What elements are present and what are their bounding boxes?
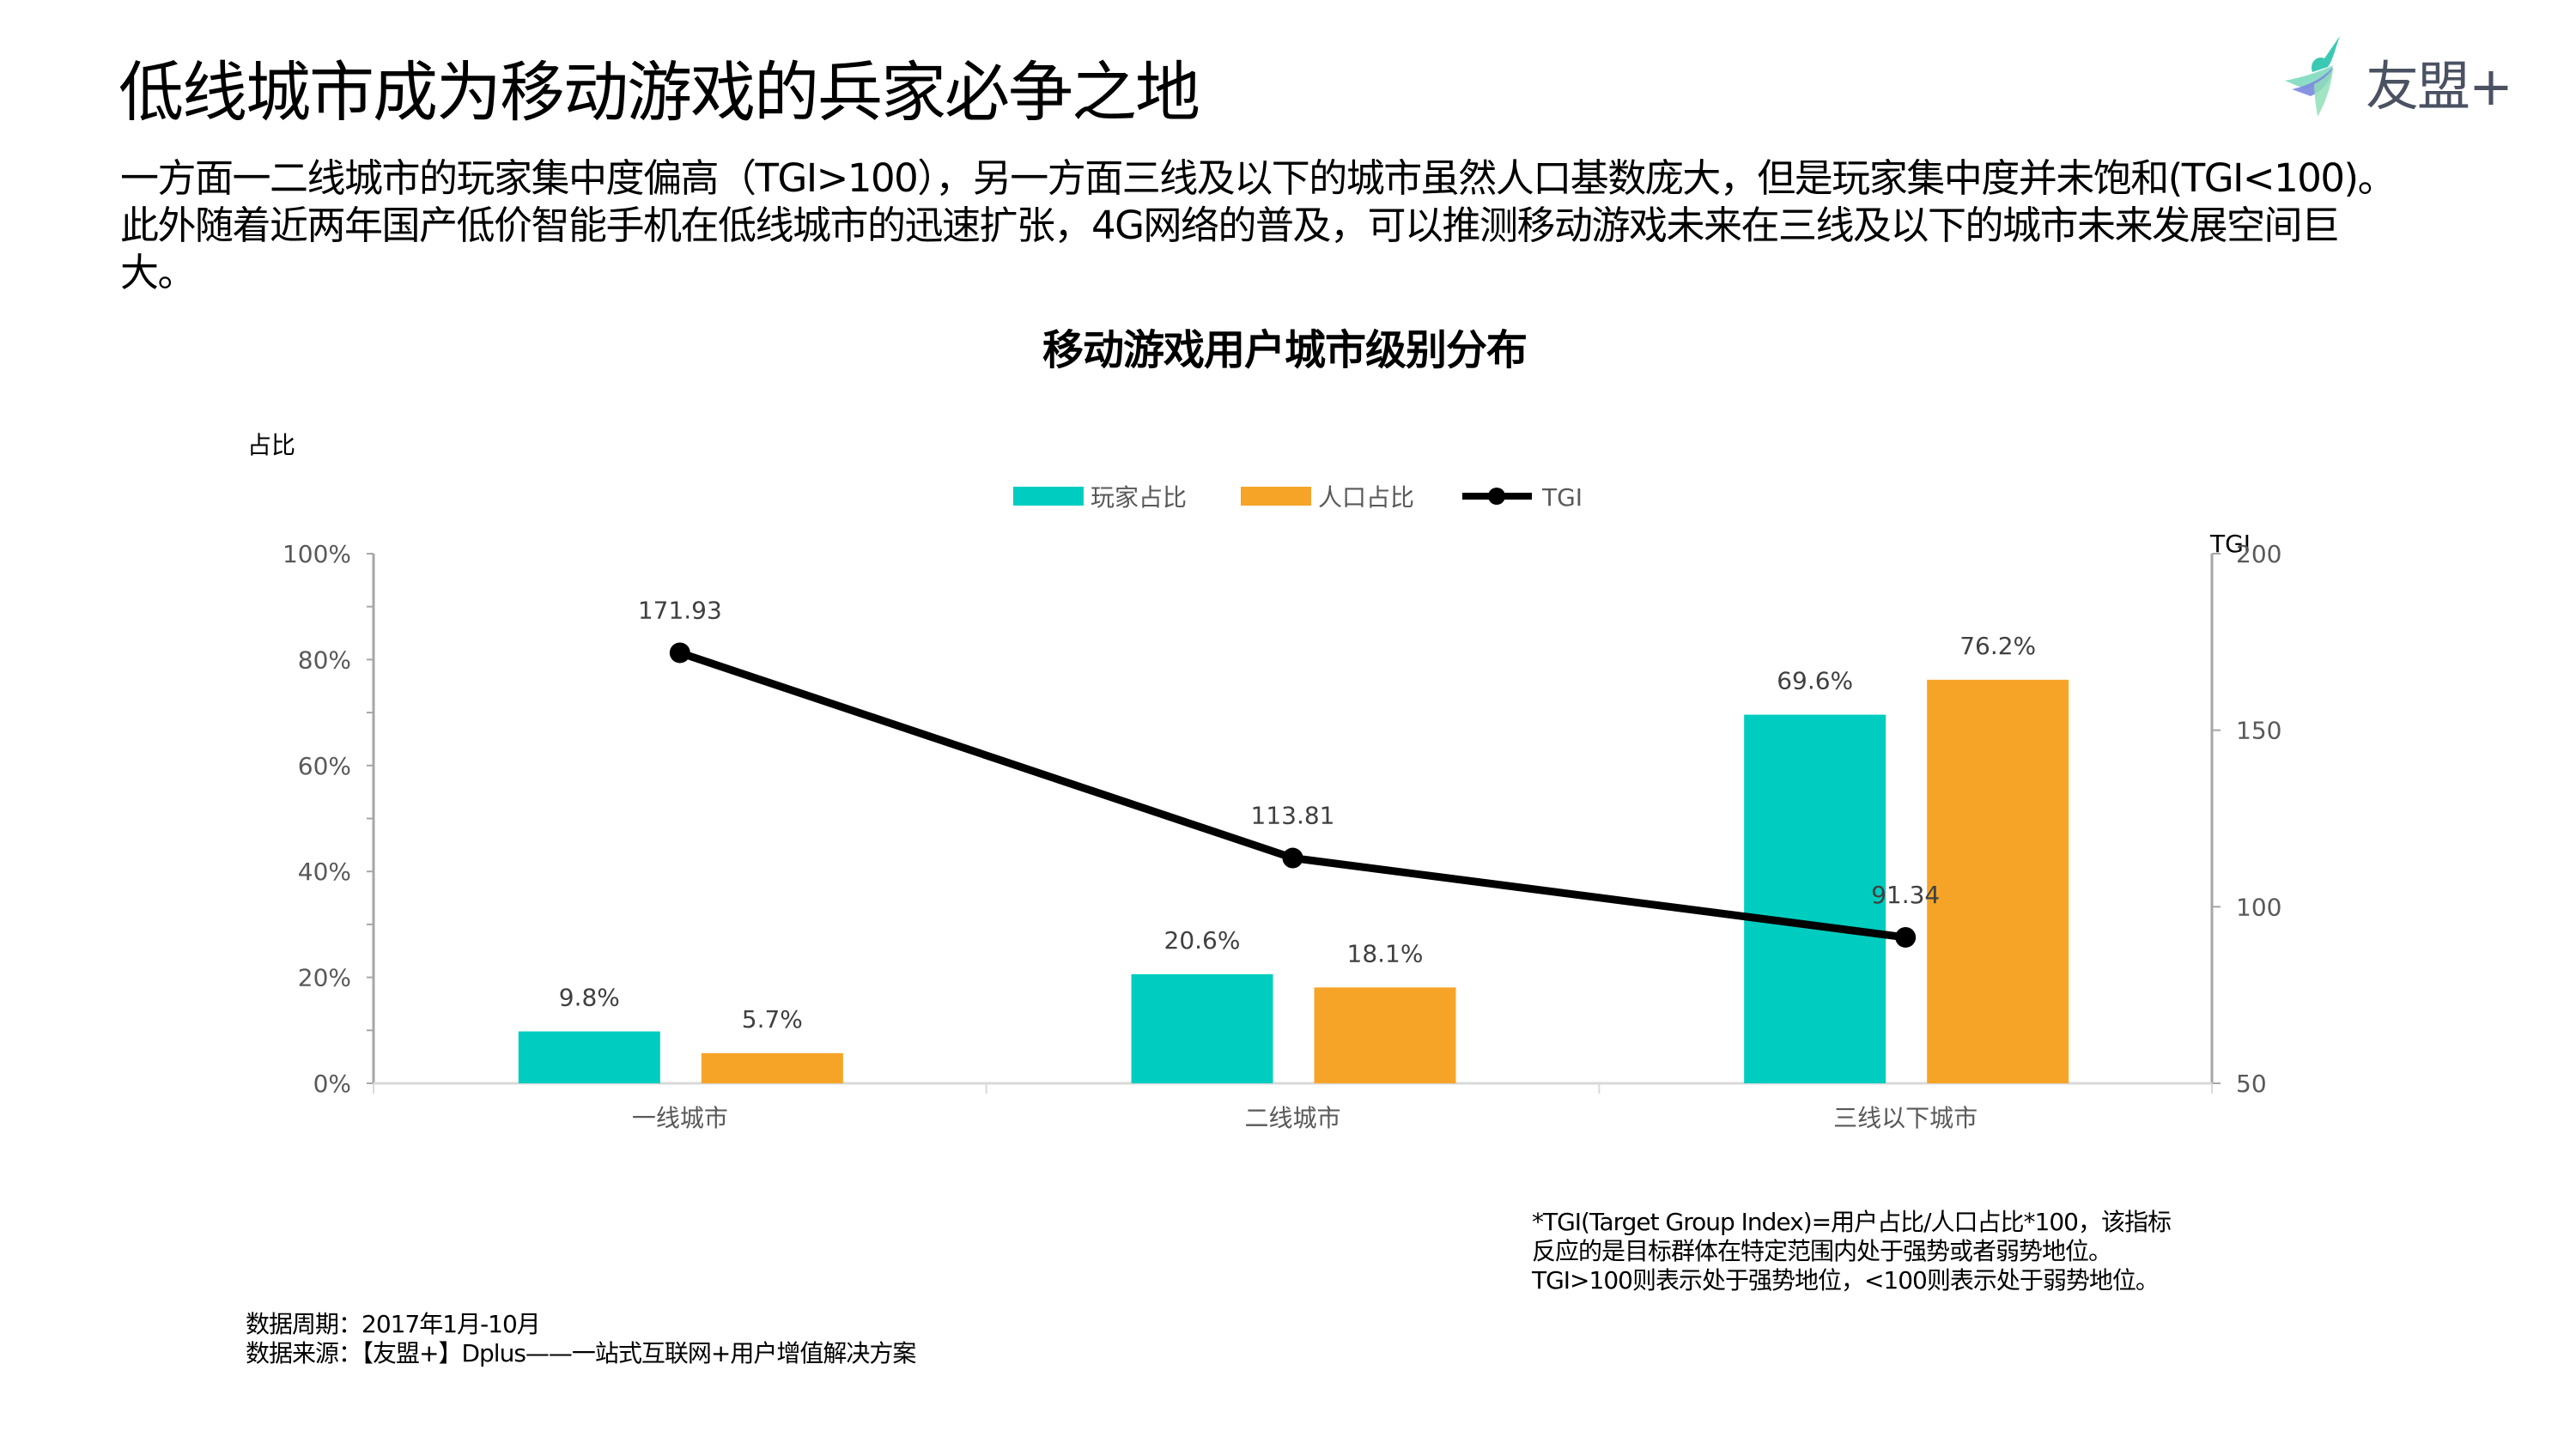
data-label: 76.2% — [1959, 632, 2036, 660]
legend-swatch-population — [1241, 487, 1311, 506]
chart: 占比 TGI 玩家占比 人口占比 TGI 0% 20% 40% 60% 80% 100% 5… — [247, 431, 2282, 1132]
footnote-line: TGI>100则表示处于强势地位，<100则表示处于弱势地位。 — [1532, 1266, 2160, 1294]
y-axis-title: 占比 — [247, 431, 295, 459]
y-tick-label: 60% — [298, 752, 351, 780]
footnote: *TGI(Target Group Index)=用户占比/人口占比*100，该… — [1532, 1208, 2172, 1295]
y-tick-label: 20% — [298, 964, 351, 992]
y2-tick-label: 150 — [2236, 717, 2281, 745]
y2-tick-label: 100 — [2236, 893, 2281, 921]
data-label: 18.1% — [1347, 939, 1424, 967]
body-line: 大。 — [120, 250, 197, 295]
axes: 0% 20% 40% 60% 80% 100% 50 100 150 200 一线城市 二线城市 三线以… — [283, 540, 2282, 1132]
x-tick-label: 二线城市 — [1244, 1104, 1340, 1132]
tgi-label: 91.34 — [1871, 881, 1940, 909]
data-label: 20.6% — [1164, 926, 1241, 955]
y2-tick-label: 50 — [2236, 1070, 2267, 1098]
bar-population — [701, 1052, 843, 1083]
brand-logo: 友盟+ — [2280, 33, 2537, 118]
tgi-point — [1282, 847, 1303, 869]
legend: 玩家占比 人口占比 TGI — [1013, 483, 1583, 512]
body-line: 一方面一二线城市的玩家集中度偏高（TGI>100），另一方面三线及以下的城市虽然… — [120, 155, 2397, 201]
bar-players — [1744, 714, 1886, 1083]
x-tick-label: 三线以下城市 — [1833, 1104, 1978, 1132]
tgi-label: 171.93 — [638, 596, 722, 624]
legend-label-population: 人口占比 — [1318, 483, 1414, 512]
data-labels: 9.8% 20.6% 69.6% 5.7% 18.1% 76.2% 171.93 113.81… — [559, 596, 2036, 1033]
tgi-label: 113.81 — [1251, 802, 1335, 830]
bar-players — [518, 1031, 660, 1083]
umeng-bird-logo-icon — [2285, 36, 2340, 117]
data-label: 69.6% — [1777, 667, 1853, 695]
y-tick-label: 0% — [313, 1070, 351, 1098]
y-tick-label: 80% — [298, 646, 351, 674]
bars — [518, 679, 2069, 1083]
legend-label-tgi: TGI — [1541, 483, 1583, 512]
legend-swatch-players — [1013, 487, 1084, 506]
tgi-point — [669, 642, 690, 664]
footnote-line: *TGI(Target Group Index)=用户占比/人口占比*100，该… — [1532, 1208, 2172, 1236]
tgi-line — [678, 649, 1906, 942]
footnote-line: 反应的是目标群体在特定范围内处于强势或者弱势地位。 — [1532, 1237, 2112, 1265]
data-label: 9.8% — [559, 984, 620, 1012]
data-period: 数据周期：2017年1月-10月 — [246, 1310, 541, 1338]
data-label: 5.7% — [742, 1005, 803, 1034]
bar-players — [1131, 973, 1273, 1083]
brand-logo-text: 友盟+ — [2366, 55, 2513, 118]
bar-population — [1927, 679, 2069, 1083]
y-tick-label: 100% — [283, 540, 351, 568]
legend-marker-tgi — [1488, 488, 1505, 505]
bar-population — [1314, 987, 1456, 1083]
body-text: 一方面一二线城市的玩家集中度偏高（TGI>100），另一方面三线及以下的城市虽然… — [120, 155, 2507, 296]
x-tick-label: 一线城市 — [632, 1104, 728, 1132]
y2-tick-label: 200 — [2236, 540, 2281, 568]
tgi-point — [1895, 926, 1917, 948]
page-title: 低线城市成为移动游戏的兵家必争之地 — [118, 54, 1200, 130]
tgi-series — [669, 642, 1917, 948]
legend-label-players: 玩家占比 — [1091, 483, 1187, 512]
data-source: 数据周期：2017年1月-10月 数据来源：【友盟+】Dplus——一站式互联网… — [246, 1310, 916, 1368]
y-tick-label: 40% — [298, 858, 351, 886]
data-source-line: 数据来源：【友盟+】Dplus——一站式互联网+用户增值解决方案 — [246, 1339, 916, 1367]
body-line: 此外随着近两年国产低价智能手机在低线城市的迅速扩张，4G网络的普及，可以推测移动… — [120, 203, 2340, 248]
chart-title: 移动游戏用户城市级别分布 — [1042, 326, 1528, 374]
